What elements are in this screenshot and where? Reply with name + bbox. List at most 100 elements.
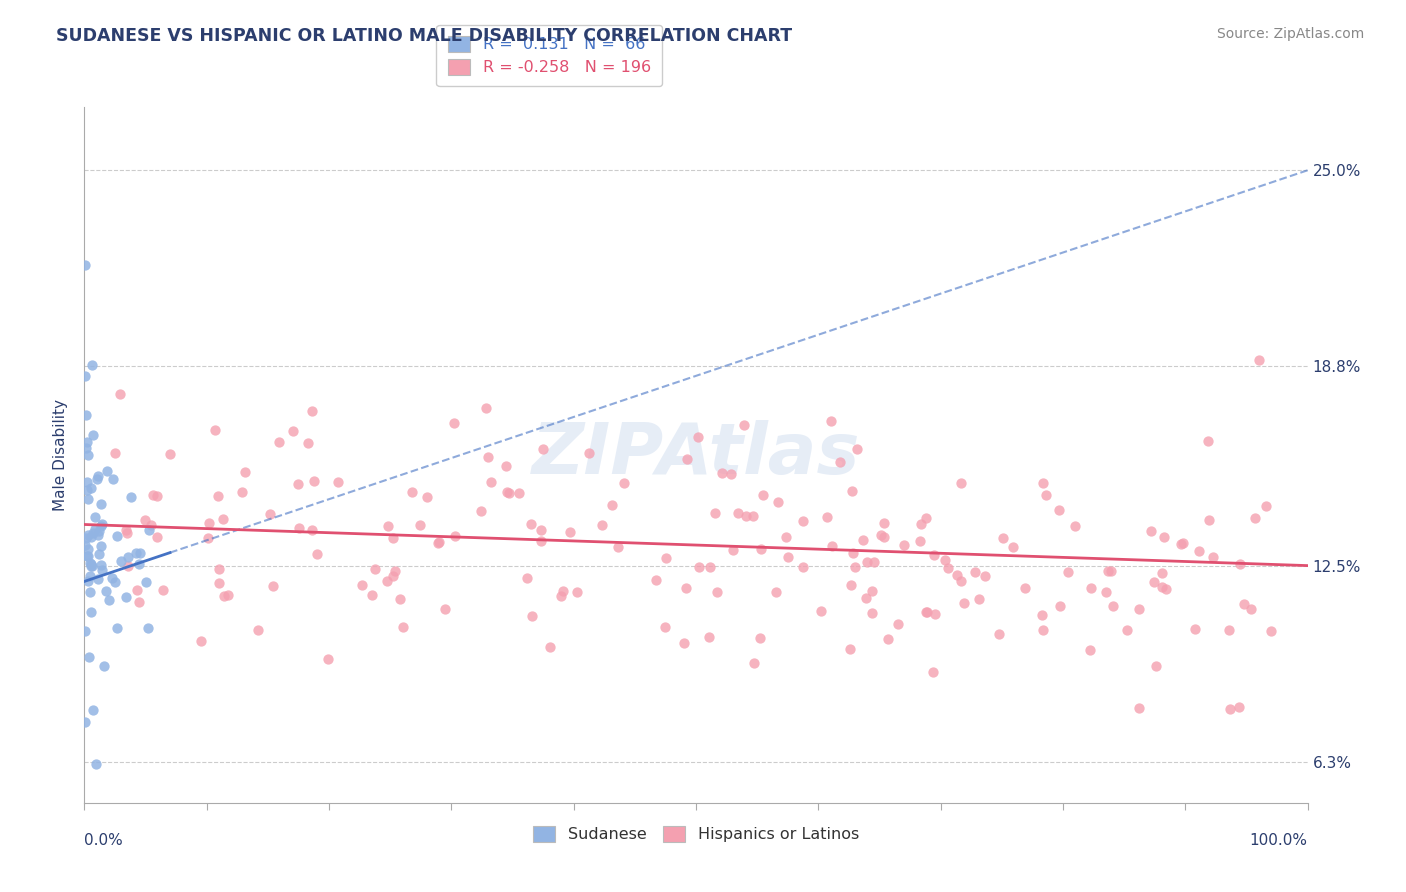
Text: Source: ZipAtlas.com: Source: ZipAtlas.com [1216, 27, 1364, 41]
Point [1202, 549, 1225, 564]
Point [1152, 581, 1174, 595]
Point [142, 488, 165, 502]
Point [197, 532, 219, 546]
Point [443, 416, 465, 430]
Point [1035, 488, 1057, 502]
Point [749, 541, 772, 556]
Point [950, 475, 973, 490]
Point [967, 592, 990, 607]
Point [287, 521, 309, 535]
Point [520, 609, 543, 624]
Point [720, 467, 742, 481]
Point [388, 591, 411, 606]
Point [530, 534, 553, 549]
Point [135, 574, 157, 589]
Point [128, 558, 150, 572]
Point [87, 547, 110, 561]
Point [79, 605, 101, 619]
Point [742, 657, 765, 671]
Point [591, 518, 613, 533]
Point [90, 497, 112, 511]
Text: 100.0%: 100.0% [1250, 833, 1308, 848]
Point [434, 602, 457, 616]
Point [748, 632, 770, 646]
Point [1014, 581, 1036, 595]
Point [550, 589, 572, 603]
Point [84, 757, 107, 772]
Point [138, 621, 160, 635]
Point [401, 485, 423, 500]
Point [377, 519, 399, 533]
Point [953, 596, 976, 610]
Point [1139, 524, 1161, 538]
Point [1063, 518, 1085, 533]
Point [281, 424, 304, 438]
Point [974, 568, 997, 582]
Point [409, 517, 432, 532]
Point [908, 533, 931, 548]
Point [75, 531, 97, 545]
Point [644, 573, 666, 587]
Point [711, 467, 734, 481]
Point [860, 607, 883, 621]
Point [830, 454, 852, 468]
Point [1198, 513, 1220, 527]
Point [75, 715, 97, 730]
Point [915, 511, 938, 525]
Point [1260, 624, 1282, 638]
Point [1049, 599, 1071, 614]
Point [361, 588, 384, 602]
Point [917, 605, 939, 619]
Point [217, 588, 239, 602]
Point [127, 583, 149, 598]
Point [1095, 585, 1118, 599]
Point [80, 557, 103, 571]
Point [1171, 535, 1194, 549]
Point [75, 624, 97, 639]
Point [607, 540, 630, 554]
Point [108, 386, 131, 401]
Point [101, 472, 124, 486]
Point [391, 619, 413, 633]
Point [934, 553, 956, 567]
Point [94, 584, 117, 599]
Point [855, 555, 877, 569]
Point [1219, 701, 1241, 715]
Point [1128, 701, 1150, 715]
Point [520, 516, 543, 531]
Point [946, 568, 969, 582]
Point [600, 499, 623, 513]
Point [810, 603, 832, 617]
Point [735, 508, 758, 523]
Point [138, 524, 160, 538]
Point [352, 578, 374, 592]
Point [498, 486, 520, 500]
Point [93, 658, 115, 673]
Point [73, 368, 96, 383]
Point [654, 551, 676, 566]
Point [90, 563, 112, 577]
Point [1229, 557, 1251, 571]
Point [76, 549, 98, 563]
Point [855, 591, 877, 606]
Point [377, 574, 399, 589]
Point [145, 531, 167, 545]
Point [765, 585, 787, 599]
Point [863, 555, 886, 569]
Point [125, 546, 148, 560]
Point [75, 538, 97, 552]
Point [551, 583, 574, 598]
Point [117, 550, 139, 565]
Point [1097, 564, 1119, 578]
Point [910, 516, 932, 531]
Point [326, 475, 349, 489]
Point [508, 486, 530, 500]
Point [815, 509, 838, 524]
Point [190, 634, 212, 648]
Point [1153, 530, 1175, 544]
Point [768, 494, 790, 508]
Point [100, 571, 122, 585]
Point [654, 620, 676, 634]
Point [993, 531, 1015, 545]
Point [1032, 623, 1054, 637]
